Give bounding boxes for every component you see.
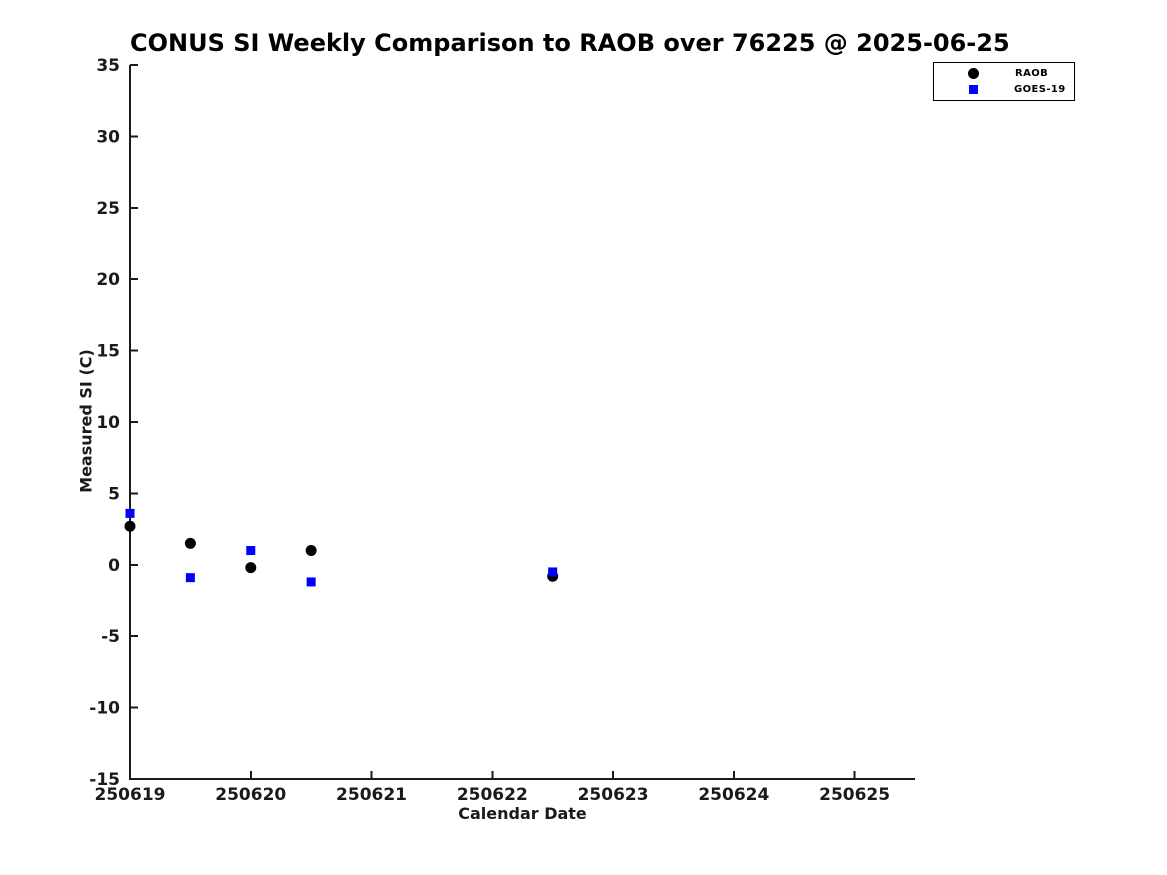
data-point-goes-19 bbox=[246, 546, 256, 556]
data-point-raob bbox=[245, 562, 257, 574]
x-tick-label: 250623 bbox=[578, 785, 649, 805]
y-tick-label: 25 bbox=[96, 199, 120, 219]
goes19-square-marker-icon bbox=[969, 85, 978, 94]
x-tick-label: 250620 bbox=[215, 785, 286, 805]
y-tick-label: 15 bbox=[96, 342, 120, 362]
y-tick-label: 10 bbox=[96, 413, 120, 433]
legend: RAOB GOES-19 bbox=[933, 62, 1075, 101]
data-point-goes-19 bbox=[125, 508, 135, 518]
data-point-raob bbox=[124, 520, 136, 532]
legend-item-goes19: GOES-19 bbox=[934, 83, 1074, 96]
y-tick-label: 35 bbox=[96, 56, 120, 76]
x-axis-label: Calendar Date bbox=[458, 804, 587, 823]
y-tick-label: 30 bbox=[96, 127, 120, 147]
x-tick-label: 250625 bbox=[819, 785, 890, 805]
x-tick-label: 250619 bbox=[95, 785, 166, 805]
data-point-raob bbox=[305, 545, 317, 557]
y-tick-label: 0 bbox=[108, 556, 120, 576]
legend-label-raob: RAOB bbox=[1015, 68, 1049, 79]
x-tick-label: 250622 bbox=[457, 785, 528, 805]
y-tick-label: 5 bbox=[108, 484, 120, 504]
x-tick-label: 250624 bbox=[698, 785, 769, 805]
legend-label-goes19: GOES-19 bbox=[1014, 84, 1066, 95]
y-tick-label: 20 bbox=[96, 270, 120, 290]
data-point-raob bbox=[184, 537, 196, 549]
chart-title: CONUS SI Weekly Comparison to RAOB over … bbox=[130, 29, 1010, 57]
data-point-goes-19 bbox=[548, 567, 558, 577]
y-tick-label: -10 bbox=[89, 699, 120, 719]
raob-circle-marker-icon bbox=[968, 68, 979, 79]
x-tick-label: 250621 bbox=[336, 785, 407, 805]
legend-item-raob: RAOB bbox=[934, 67, 1074, 80]
y-tick-label: -5 bbox=[101, 627, 120, 647]
data-point-goes-19 bbox=[306, 577, 316, 587]
y-tick-label: -15 bbox=[89, 770, 120, 790]
data-point-goes-19 bbox=[185, 573, 195, 583]
